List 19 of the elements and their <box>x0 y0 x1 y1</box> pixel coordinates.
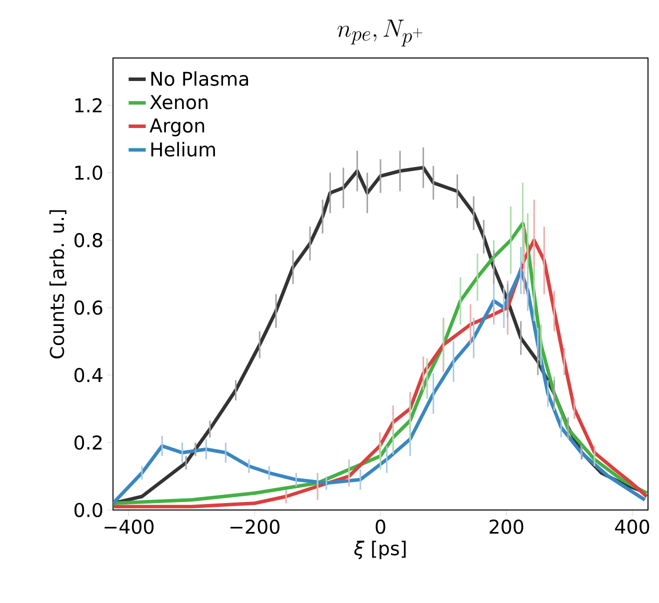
y-tick-label: 1.0 <box>75 166 102 180</box>
x-tick-label: −400 <box>104 520 154 534</box>
chart-title: $n_{pe}, N_{p^+}$ <box>338 20 422 46</box>
x-tick-label: 200 <box>490 520 524 534</box>
y-tick-label: 0.6 <box>74 300 102 315</box>
legend-label: Helium <box>151 142 215 157</box>
y-tick-label: 0.2 <box>74 435 102 450</box>
legend-label: No Plasma <box>151 71 248 86</box>
y-tick-label: 0.8 <box>74 232 102 248</box>
x-tick-label: 400 <box>615 520 650 534</box>
legend-label: Xenon <box>150 95 208 110</box>
y-axis-title: Counts [arb. u.] <box>49 210 66 358</box>
y-tick-label: 1.2 <box>75 98 102 112</box>
y-tick-label: 0.0 <box>74 502 102 518</box>
y-tick-label: 0.4 <box>74 368 102 382</box>
legend-label: Argon <box>150 118 204 136</box>
x-tick-label: −200 <box>230 520 280 534</box>
x-axis-title: ξ [ps] <box>354 540 406 560</box>
x-tick-label: 0 <box>376 520 386 534</box>
